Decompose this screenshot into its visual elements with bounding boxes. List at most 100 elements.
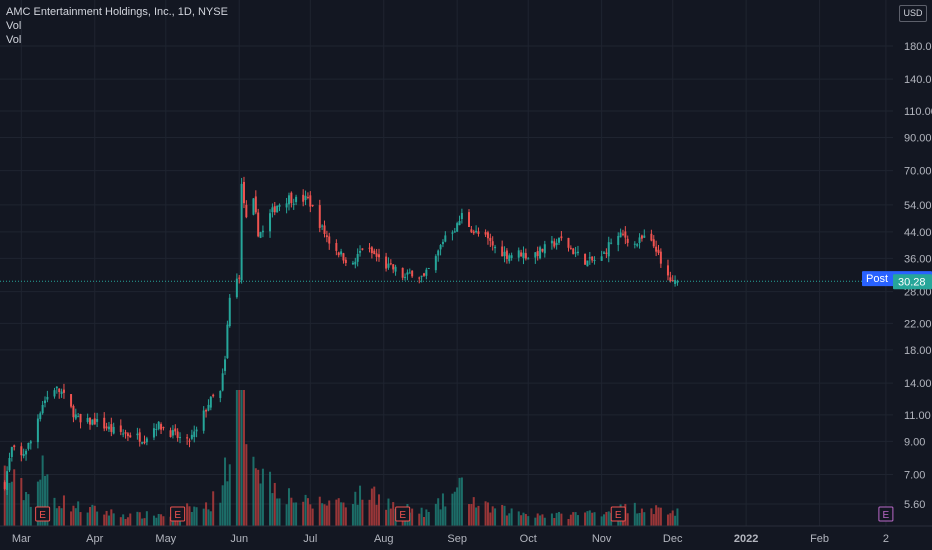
candle-body [176,431,179,438]
candle-body [359,251,362,253]
symbol-title[interactable]: AMC Entertainment Holdings, Inc., 1D, NY… [6,6,228,18]
volume-bar [335,499,338,526]
candle-body [671,279,674,282]
volume-indicator-label[interactable]: Vol [6,20,22,32]
volume-bar [674,515,677,526]
candle-body [385,256,388,269]
volume-bar [342,502,345,526]
candle-body [202,410,205,431]
volume-bar [470,503,473,526]
candle-body [254,196,257,213]
candle-body [394,266,397,272]
x-tick-label: Oct [520,533,537,545]
volume-bar [44,475,47,526]
volume-bar [129,513,132,526]
candle-body [318,205,321,228]
volume-bar [145,511,148,526]
candle-body [74,414,77,419]
volume-bar [257,469,260,526]
y-tick-label: 54.00 [904,200,932,212]
volume-bar [572,512,575,526]
x-tick-label: 2022 [734,533,758,545]
candle-body [20,446,23,456]
candle-body [517,250,520,258]
candle-body [145,438,148,443]
candle-body [543,244,546,254]
volume-bar [311,508,314,526]
volume-bar [235,390,238,526]
candle-body [235,278,238,298]
candle-body [555,242,558,246]
volume-bar [636,513,639,526]
volume-bar [344,507,347,526]
volume-bar [105,510,108,526]
candle-body [195,429,198,432]
earnings-marker-box [35,506,51,522]
volume-indicator-label-2[interactable]: Vol [6,34,22,46]
earnings-marker-label: E [399,510,406,521]
currency-button[interactable]: USD [899,5,927,22]
candle-body [389,263,392,265]
volume-bar [124,519,127,526]
volume-bar [10,481,13,526]
volume-bar [520,515,523,526]
volume-bar [190,511,193,526]
candle-body [53,390,56,397]
y-tick-label: 18.00 [904,345,932,357]
candle-body [503,251,506,257]
candle-body [411,270,414,277]
volume-bar [377,494,380,526]
time-axis[interactable]: Mar Apr May Jun Jul Aug Sep Oct Nov Dec 2022 Feb 2 [0,525,932,545]
candle-body [292,203,295,205]
candle-body [252,198,255,215]
volume-bar [74,508,77,526]
candle-body [584,253,587,265]
chart-legend: AMC Entertainment Holdings, Inc., 1D, NY… [6,5,228,47]
volume-bar [659,507,662,526]
candle-body [534,252,537,258]
candle-body [460,213,463,219]
candle-body [437,250,440,256]
price-axis[interactable]: 5.60 7.00 9.00 11.00 14.00 18.00 22.00 28.00 36.… [904,41,932,511]
volume-bar [254,468,257,526]
earnings-marker-label: E [39,510,46,521]
candle-body [491,241,494,246]
candle-body [93,418,96,425]
volume-bar [325,505,328,526]
volume-bar [25,491,28,526]
candle-body [245,204,248,218]
candle-body [619,232,622,238]
volume-bar [39,479,42,526]
candle-body [10,447,13,457]
x-tick-label: Mar [12,533,31,545]
candle-body [404,276,407,278]
candle-body [309,195,312,207]
candle-body [567,237,570,248]
candle-body [295,196,298,203]
volume-bar [600,516,603,526]
volume-bar [420,507,423,526]
candle-body [640,235,643,239]
candle-body [242,181,245,204]
candle-body [572,248,575,255]
candle-body [278,204,281,207]
candle-body [171,430,174,436]
candle-body [46,396,49,400]
candle-body [122,433,125,435]
candle-body [472,231,475,234]
volume-bar [55,508,58,526]
candle-body [354,261,357,265]
volume-bar [676,508,679,526]
candle-body [304,195,307,201]
candle-body [569,247,572,249]
volume-bar [361,499,364,526]
candle-body [425,269,428,276]
volume-bar [271,493,274,526]
y-tick-label: 70.00 [904,166,932,178]
candle-body [501,246,504,257]
earnings-marker-label: E [615,510,622,521]
volume-bar [517,511,520,526]
volume-bar [489,512,492,526]
